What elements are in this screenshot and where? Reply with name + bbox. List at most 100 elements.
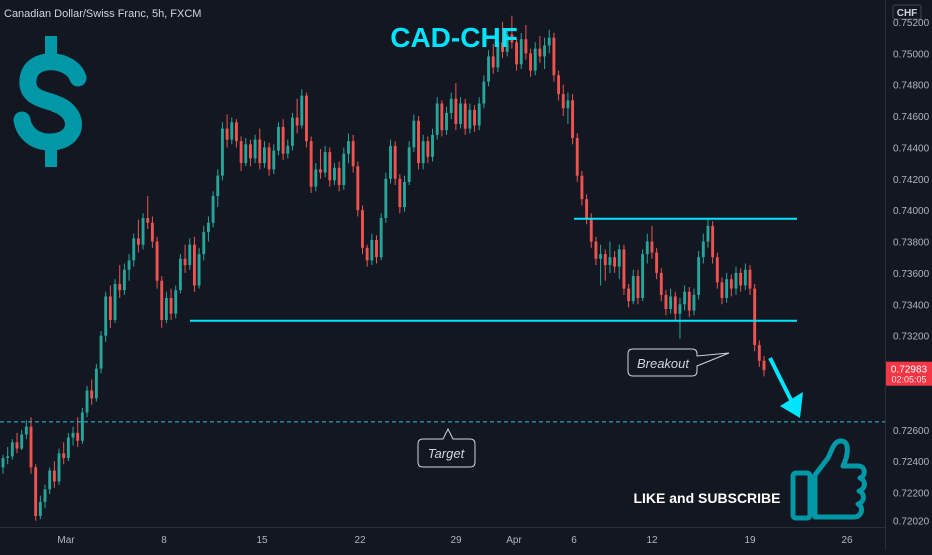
candle-body bbox=[561, 94, 565, 109]
candle-body bbox=[6, 456, 10, 458]
candle-body bbox=[160, 280, 164, 320]
candle-body bbox=[496, 42, 500, 68]
candle-body bbox=[720, 282, 724, 298]
price-axis-labels: 0.75200 0.75000 0.74800 0.74600 0.74400 0.742… bbox=[893, 18, 930, 528]
candle-body bbox=[375, 239, 378, 258]
candle-body bbox=[263, 147, 266, 164]
candle-body bbox=[431, 134, 434, 157]
candle-body bbox=[24, 426, 28, 435]
candle-body bbox=[43, 489, 47, 502]
candle-body bbox=[104, 296, 108, 336]
candle-body bbox=[118, 283, 122, 291]
candle-body bbox=[272, 150, 276, 170]
candle-body bbox=[342, 153, 346, 186]
candle-body bbox=[188, 244, 192, 266]
candle-body bbox=[113, 283, 117, 320]
candle-body bbox=[449, 98, 453, 113]
candle-body bbox=[239, 141, 243, 164]
candle-body bbox=[127, 260, 131, 270]
symbol-description: Canadian Dollar/Swiss Franc, 5h, FXCM bbox=[4, 8, 201, 20]
candle-body bbox=[655, 252, 659, 273]
candle-body bbox=[328, 152, 332, 181]
breakout-label: Breakout bbox=[637, 356, 690, 371]
candle-body bbox=[365, 247, 369, 261]
candle-body bbox=[757, 345, 761, 361]
time-tick-label: 6 bbox=[571, 535, 577, 546]
candle-body bbox=[594, 241, 598, 259]
candle-body bbox=[1, 457, 5, 468]
candle-body bbox=[599, 254, 603, 259]
candle-body bbox=[519, 39, 523, 65]
candle-body bbox=[417, 120, 420, 164]
candle-body bbox=[146, 218, 150, 223]
currency-button-label: CHF bbox=[897, 8, 918, 19]
target-callout[interactable]: Target bbox=[417, 427, 476, 468]
candle-body bbox=[538, 48, 542, 57]
candle-body bbox=[575, 138, 579, 176]
candle-body bbox=[529, 53, 533, 71]
candle-body bbox=[230, 122, 234, 140]
candle-body bbox=[174, 290, 178, 314]
candle-body bbox=[678, 304, 682, 314]
candle-body bbox=[52, 470, 56, 482]
candle-body bbox=[454, 98, 458, 124]
candle-body bbox=[258, 139, 262, 164]
candle-body bbox=[477, 103, 481, 126]
price-tick-label: 0.74400 bbox=[893, 143, 930, 154]
price-tick-label: 0.75000 bbox=[893, 49, 930, 60]
candle-body bbox=[669, 296, 673, 309]
candle-body bbox=[253, 139, 257, 159]
candle-body bbox=[48, 470, 52, 490]
candle-body bbox=[15, 442, 19, 449]
candle-body bbox=[613, 257, 617, 267]
candle-body bbox=[547, 37, 551, 46]
time-tick-label: 19 bbox=[744, 535, 756, 546]
time-tick-label: 15 bbox=[256, 535, 268, 546]
candle-body bbox=[557, 75, 561, 95]
candle-body bbox=[580, 175, 584, 200]
candle-body bbox=[57, 453, 61, 482]
candle-body bbox=[473, 109, 476, 126]
down-arrow-icon bbox=[768, 357, 803, 418]
time-tick-label: Mar bbox=[57, 535, 75, 546]
candle-body bbox=[38, 501, 42, 517]
candle-body bbox=[683, 291, 687, 305]
candle-body bbox=[510, 34, 514, 43]
candle-body bbox=[141, 218, 145, 245]
last-price-countdown: 02:05:05 bbox=[891, 375, 926, 385]
candle-body bbox=[10, 442, 14, 457]
dollar-sign-icon bbox=[13, 36, 87, 167]
candle-body bbox=[183, 258, 187, 266]
candle-body bbox=[533, 48, 537, 71]
chart-title: CAD-CHF bbox=[390, 22, 518, 53]
candle-body bbox=[206, 222, 210, 233]
currency-button[interactable] bbox=[892, 4, 922, 20]
candle-body bbox=[389, 145, 392, 179]
time-tick-label: 29 bbox=[450, 535, 462, 546]
candle-body bbox=[552, 37, 556, 76]
thumbs-up-icon[interactable] bbox=[790, 438, 867, 521]
candle-body bbox=[412, 120, 416, 148]
candle-body bbox=[29, 426, 33, 468]
candle-body bbox=[99, 335, 103, 369]
candle-body bbox=[333, 167, 336, 181]
candle-body bbox=[197, 254, 201, 286]
candle-body bbox=[501, 42, 504, 52]
candle-body bbox=[300, 95, 304, 126]
candle-body bbox=[178, 258, 182, 291]
candle-body bbox=[286, 145, 290, 154]
breakout-callout[interactable]: Breakout bbox=[627, 348, 730, 377]
candle-body bbox=[748, 269, 752, 289]
candle-body bbox=[739, 272, 743, 286]
last-price-tag: 0.72983 02:05:05 bbox=[886, 361, 932, 386]
candle-body bbox=[393, 145, 397, 179]
candle-body bbox=[435, 103, 439, 135]
candle-body bbox=[407, 147, 411, 182]
candle-body bbox=[524, 39, 528, 54]
price-tick-label: 0.74200 bbox=[893, 175, 930, 186]
candle-body bbox=[319, 169, 322, 173]
candle-body bbox=[347, 141, 350, 154]
candle-body bbox=[589, 218, 593, 242]
candle-body bbox=[706, 225, 710, 242]
